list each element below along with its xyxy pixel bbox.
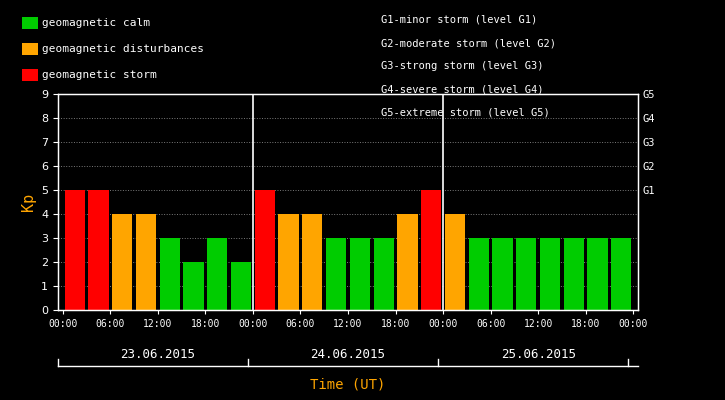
Text: G2-moderate storm (level G2): G2-moderate storm (level G2) bbox=[381, 38, 555, 48]
Bar bbox=[349, 238, 370, 310]
Bar bbox=[564, 238, 584, 310]
Bar bbox=[207, 238, 228, 310]
Bar bbox=[278, 214, 299, 310]
Text: 25.06.2015: 25.06.2015 bbox=[501, 348, 576, 360]
Text: geomagnetic disturbances: geomagnetic disturbances bbox=[42, 44, 204, 54]
Text: G3-strong storm (level G3): G3-strong storm (level G3) bbox=[381, 62, 543, 72]
Text: G5-extreme storm (level G5): G5-extreme storm (level G5) bbox=[381, 108, 550, 118]
Bar bbox=[421, 190, 442, 310]
Bar bbox=[326, 238, 347, 310]
Text: geomagnetic storm: geomagnetic storm bbox=[42, 70, 157, 80]
Bar bbox=[88, 190, 109, 310]
Text: 23.06.2015: 23.06.2015 bbox=[120, 348, 195, 360]
Bar bbox=[397, 214, 418, 310]
Y-axis label: Kp: Kp bbox=[20, 193, 36, 211]
Bar bbox=[492, 238, 513, 310]
Bar bbox=[112, 214, 132, 310]
Bar bbox=[445, 214, 465, 310]
Bar bbox=[587, 238, 608, 310]
Bar bbox=[516, 238, 536, 310]
Bar bbox=[254, 190, 275, 310]
Bar bbox=[611, 238, 631, 310]
Bar bbox=[160, 238, 180, 310]
Text: Time (UT): Time (UT) bbox=[310, 378, 386, 392]
Bar bbox=[231, 262, 251, 310]
Text: geomagnetic calm: geomagnetic calm bbox=[42, 18, 150, 28]
Bar bbox=[65, 190, 85, 310]
Bar bbox=[468, 238, 489, 310]
Text: G4-severe storm (level G4): G4-severe storm (level G4) bbox=[381, 85, 543, 95]
Bar bbox=[136, 214, 156, 310]
Bar bbox=[540, 238, 560, 310]
Bar bbox=[183, 262, 204, 310]
Bar bbox=[302, 214, 323, 310]
Bar bbox=[373, 238, 394, 310]
Text: 24.06.2015: 24.06.2015 bbox=[310, 348, 386, 360]
Text: G1-minor storm (level G1): G1-minor storm (level G1) bbox=[381, 15, 537, 25]
